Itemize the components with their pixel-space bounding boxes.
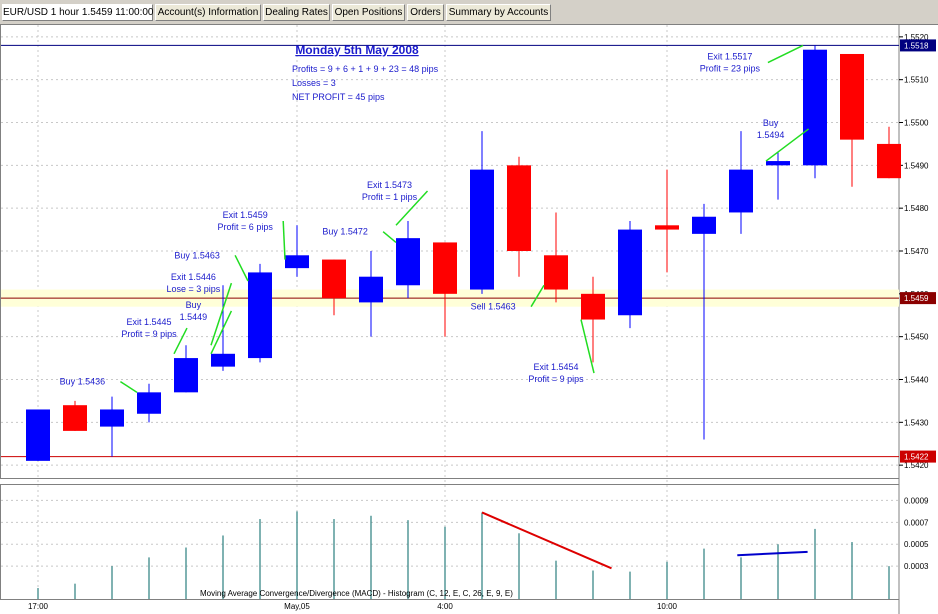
bull-candle xyxy=(174,358,198,393)
annotation-leader-line xyxy=(530,284,545,308)
tab-eurusd-chart[interactable]: EUR/USD 1 hour 1.5459 11:00:00 xyxy=(2,4,153,21)
bull-candle xyxy=(137,392,161,414)
y-tick-label: 1.5490 xyxy=(904,161,929,170)
x-tick-label: 17:00 xyxy=(28,602,49,611)
x-tick-label: May,05 xyxy=(284,602,310,611)
macd-trend-line xyxy=(481,511,612,570)
annotation-label: Exit 1.5473 xyxy=(367,180,412,190)
bull-candle xyxy=(100,409,124,427)
bear-candle xyxy=(655,225,679,230)
macd-tick-label: 0.0005 xyxy=(904,540,929,549)
bull-candle xyxy=(396,238,420,286)
bull-candle xyxy=(618,229,642,316)
annotation-leader-line xyxy=(173,327,188,355)
annotation-label: Buy xyxy=(186,300,202,310)
y-tick-label: 1.5430 xyxy=(904,418,929,427)
bear-candle xyxy=(840,53,864,140)
summary-line: Losses = 3 xyxy=(292,78,336,88)
annotation-leader-line xyxy=(580,319,595,374)
annotation-label: Exit 1.5454 xyxy=(533,362,578,372)
annotation-leader-line xyxy=(282,220,286,260)
tab-summary-by-accounts[interactable]: Summary by Accounts xyxy=(446,4,551,21)
tab-orders[interactable]: Orders xyxy=(407,4,444,21)
price-label: 1.5518 xyxy=(904,41,929,50)
bull-candle xyxy=(766,161,790,166)
macd-tick-label: 0.0009 xyxy=(904,496,929,505)
price-label-box xyxy=(900,39,936,52)
annotation-label: Sell 1.5463 xyxy=(471,302,516,312)
bull-candle xyxy=(248,272,272,359)
price-label-box xyxy=(900,292,936,305)
y-tick-label: 1.5510 xyxy=(904,76,929,85)
annotation-label: Lose = 3 pips xyxy=(167,284,221,294)
x-tick-label: 4:00 xyxy=(437,602,453,611)
annotation-label: Exit 1.5446 xyxy=(171,272,216,282)
bear-candle xyxy=(63,405,87,431)
y-tick-label: 1.5500 xyxy=(904,119,929,128)
macd-trend-line xyxy=(737,550,808,557)
bull-candle xyxy=(729,169,753,213)
bull-candle xyxy=(470,169,494,290)
bear-candle xyxy=(877,143,901,179)
summary-line: NET PROFIT = 45 pips xyxy=(292,92,385,102)
macd-label: Moving Average Convergence/Divergence (M… xyxy=(200,589,513,598)
bull-candle xyxy=(211,353,235,367)
annotation-leader-line xyxy=(210,310,233,355)
annotation-label: Exit 1.5517 xyxy=(707,52,752,62)
annotation-label: Buy 1.5436 xyxy=(60,377,106,387)
annotation-leader-line xyxy=(767,44,804,64)
tab-open-positions[interactable]: Open Positions xyxy=(332,4,405,21)
x-tick-label: 10:00 xyxy=(657,602,678,611)
macd-tick-label: 0.0007 xyxy=(904,518,929,527)
annotation-label: Profit = 6 pips xyxy=(218,222,274,232)
annotation-label: Buy xyxy=(763,118,779,128)
annotation-leader-line xyxy=(382,231,397,244)
bear-candle xyxy=(433,242,457,294)
price-label-box xyxy=(900,450,936,463)
annotation-label: Exit 1.5445 xyxy=(126,317,171,327)
bear-candle xyxy=(507,165,531,251)
y-tick-label: 1.5420 xyxy=(904,461,929,470)
y-tick-label: 1.5520 xyxy=(904,33,929,42)
tab-dealing-rates[interactable]: Dealing Rates xyxy=(263,4,330,21)
annotation-label: Profit = 9 pips xyxy=(121,329,177,339)
chart-tab-bar: EUR/USD 1 hour 1.5459 11:00:00 Account(s… xyxy=(0,0,938,25)
y-tick-label: 1.5470 xyxy=(904,247,929,256)
candlestick-chart[interactable]: 1.5520 1.5510 1.5500 1.5490 1.5480 1.5470 1.54… xyxy=(0,24,938,614)
y-tick-label: 1.5440 xyxy=(904,375,929,384)
macd-tick-label: 0.0003 xyxy=(904,562,929,571)
y-tick-label: 1.5480 xyxy=(904,204,929,213)
bull-candle xyxy=(359,276,383,303)
y-tick-label: 1.5450 xyxy=(904,333,929,342)
bull-candle xyxy=(26,409,50,461)
annotation-label: Profit = 23 pips xyxy=(700,64,761,74)
bear-candle xyxy=(322,259,346,299)
annotation-label: Exit 1.5459 xyxy=(223,210,268,220)
annotation-leader-line xyxy=(234,254,249,282)
tab-account-information[interactable]: Account(s) Information xyxy=(155,4,261,21)
bull-candle xyxy=(692,216,716,234)
annotation-leader-line xyxy=(210,282,233,346)
annotation-leader-line xyxy=(765,128,810,162)
annotation-leader-line xyxy=(119,381,138,393)
annotation-label: Profit = 1 pips xyxy=(362,192,418,202)
bull-candle xyxy=(285,255,309,269)
macd-plot-area xyxy=(0,484,900,600)
chart-title: Monday 5th May 2008 xyxy=(295,43,419,57)
annotation-label: 1.5494 xyxy=(757,130,785,140)
price-label: 1.5459 xyxy=(904,294,929,303)
bull-candle xyxy=(803,49,827,166)
annotation-label: 1.5449 xyxy=(180,312,208,322)
price-label: 1.5422 xyxy=(904,453,929,462)
bear-candle xyxy=(581,293,605,320)
bear-candle xyxy=(544,255,568,290)
annotation-label: Buy 1.5463 xyxy=(174,250,220,260)
annotation-leader-line xyxy=(395,190,429,226)
annotation-label: Profit = 9 pips xyxy=(528,374,584,384)
summary-line: Profits = 9 + 6 + 1 + 9 + 23 = 48 pips xyxy=(292,64,439,74)
annotation-label: Buy 1.5472 xyxy=(322,227,368,237)
